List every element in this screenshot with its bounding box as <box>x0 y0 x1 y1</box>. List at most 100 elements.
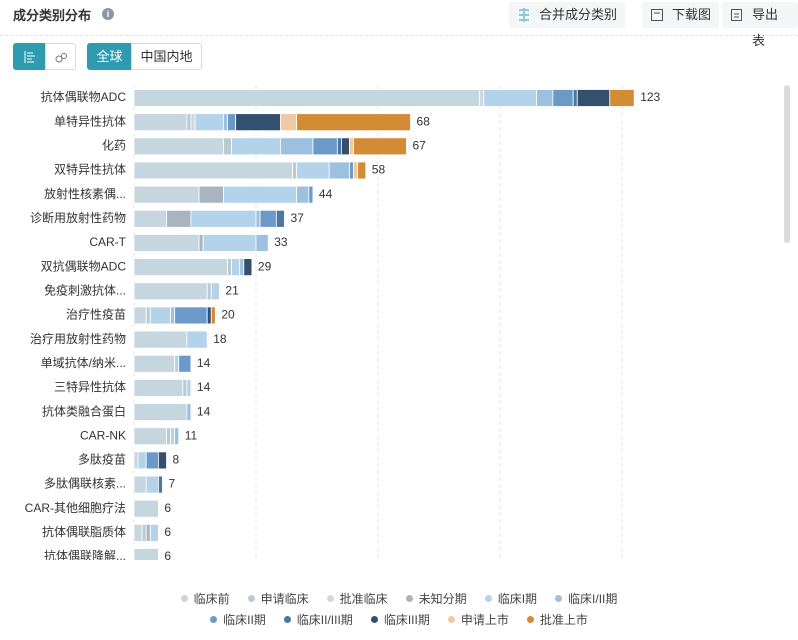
bar-segment <box>190 209 257 228</box>
legend-item[interactable]: 申请上市 <box>447 611 509 628</box>
y-tick-label: 单特异性抗体 <box>54 113 126 128</box>
bar-segment <box>198 185 224 204</box>
y-tick-label: 单域抗体/纳米... <box>41 355 126 370</box>
legend-item[interactable]: 临床II期 <box>210 611 266 628</box>
bar-segment <box>145 523 151 542</box>
region-tab[interactable]: 全球 <box>87 43 132 70</box>
bar-segment <box>186 113 192 132</box>
export-button[interactable]: 导出表 <box>722 2 798 48</box>
legend-item[interactable]: 临床I/II期 <box>555 590 617 607</box>
y-tick-label: 双抗偶联物ADC <box>41 258 127 273</box>
legend-label: 申请上市 <box>460 613 509 627</box>
bar-segment <box>206 282 212 301</box>
bar-segment <box>178 354 192 373</box>
bar-segment <box>235 113 281 132</box>
bar-segment <box>231 258 241 277</box>
merge-button[interactable]: 合并成分类别 <box>509 2 626 28</box>
bar-segment <box>133 379 184 397</box>
bar-segment <box>231 137 281 156</box>
bar-segment <box>536 89 554 107</box>
bar-segment <box>133 403 188 421</box>
legend-item[interactable]: 批准上市 <box>526 611 588 628</box>
bar-segment <box>210 282 220 301</box>
legend-swatch <box>283 616 291 623</box>
legend-swatch <box>447 616 455 623</box>
bar-segment <box>279 137 314 156</box>
legend: 临床前 申请临床 批准临床 未知分期 临床I期 临床I/II期 <box>0 590 798 607</box>
bar-segment <box>572 89 578 107</box>
legend: 临床II期 临床II/III期 临床III期 申请上市 批准上市 <box>0 611 798 628</box>
bar-segment <box>166 209 192 228</box>
bar-segment <box>186 330 208 349</box>
bar-segment <box>194 113 224 132</box>
total-label: 8 <box>173 453 180 467</box>
total-label: 6 <box>164 525 171 539</box>
bar-segment <box>340 137 350 156</box>
legend-item[interactable]: 批准临床 <box>326 590 388 607</box>
bar-segment <box>243 258 253 277</box>
total-label: 67 <box>412 138 426 152</box>
legend-swatch <box>180 595 188 602</box>
y-tick-label: 抗体类融合蛋白 <box>42 403 126 418</box>
bar-segment <box>133 306 147 325</box>
total-label: 33 <box>274 235 288 249</box>
legend-swatch <box>526 616 534 623</box>
legend-swatch <box>370 616 378 623</box>
bar-segment <box>182 379 188 397</box>
info-icon[interactable]: i <box>102 8 114 20</box>
bar-segment <box>157 475 163 494</box>
bar-segment <box>308 185 314 204</box>
legend-swatch <box>326 595 334 602</box>
scrollbar[interactable] <box>784 85 790 243</box>
total-label: 14 <box>197 356 211 370</box>
bar-segment <box>149 523 159 542</box>
legend-swatch <box>555 595 563 602</box>
bar-segment <box>223 185 298 204</box>
region-tab[interactable]: 中国内地 <box>131 43 202 70</box>
total-label: 14 <box>197 380 211 394</box>
legend-label: 临床II/III期 <box>296 613 353 627</box>
download-button[interactable]: 下载图 <box>642 2 720 28</box>
button-label: 下载图 <box>672 7 712 22</box>
bar-segment <box>483 89 538 107</box>
y-tick-label: 多肽疫苗 <box>78 452 126 467</box>
y-tick-label: 双特异性抗体 <box>54 162 126 177</box>
bar-segment <box>133 523 143 542</box>
y-tick-label: 诊断用放射性药物 <box>30 210 126 225</box>
y-tick-label: CAR-T <box>89 235 126 249</box>
legend-swatch <box>247 595 255 602</box>
total-label: 29 <box>258 259 272 273</box>
y-tick-label: 免疫刺激抗体... <box>44 282 126 297</box>
legend-item[interactable]: 临床前 <box>180 590 230 607</box>
divider <box>0 35 798 36</box>
bar-segment <box>255 234 269 252</box>
bar-segment <box>133 113 188 132</box>
total-label: 21 <box>225 283 239 297</box>
legend-swatch <box>210 616 218 623</box>
bar-segment <box>133 234 200 252</box>
y-tick-label: 化药 <box>102 138 126 152</box>
legend-item[interactable]: 申请临床 <box>247 590 309 607</box>
bar-view-toggle[interactable] <box>13 43 46 70</box>
bar-segment <box>149 306 171 325</box>
bar-segment <box>145 475 159 494</box>
button-label: 合并成分类别 <box>539 7 618 22</box>
bar-segment <box>353 137 407 156</box>
bar-segment <box>145 306 151 325</box>
legend-swatch <box>405 595 413 602</box>
y-tick-label: 抗体偶联物ADC <box>41 89 127 104</box>
bar-segment <box>166 427 172 446</box>
bar-segment <box>141 523 147 542</box>
legend-label: 临床II期 <box>223 613 266 627</box>
legend-item[interactable]: 临床I期 <box>484 590 537 607</box>
y-tick-label: CAR-NK <box>80 428 126 442</box>
bar-segment <box>296 185 310 204</box>
bar-segment <box>133 427 167 446</box>
legend-item[interactable]: 临床III期 <box>370 611 430 628</box>
bar-segment <box>133 330 188 349</box>
legend-item[interactable]: 临床II/III期 <box>283 611 353 628</box>
legend-item[interactable]: 未知分期 <box>405 590 467 607</box>
bubble-view-toggle[interactable] <box>45 43 76 70</box>
bar-segment <box>190 113 196 132</box>
bar-segment <box>296 113 411 132</box>
